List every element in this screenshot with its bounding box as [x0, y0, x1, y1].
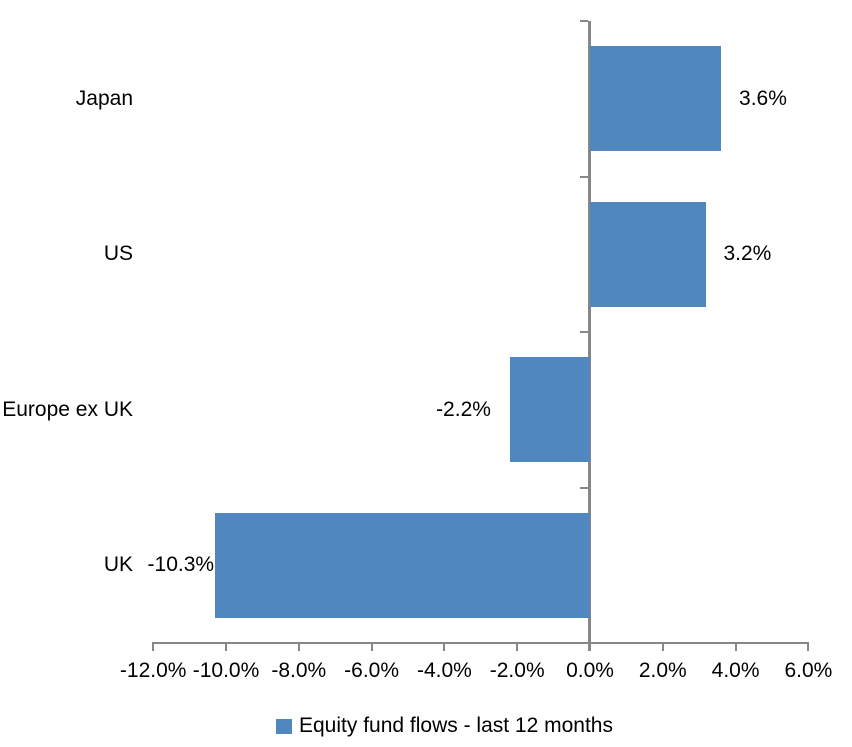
value-label-japan: 3.6% — [739, 86, 787, 110]
category-label-us: US — [103, 242, 133, 266]
x-axis-tick — [225, 643, 227, 651]
x-axis-tick-label: -10.0% — [192, 658, 260, 682]
value-label-us: 3.2% — [723, 242, 772, 266]
category-label-japan: Japan — [75, 86, 133, 110]
x-axis-tick — [734, 643, 737, 651]
x-axis-tick-label: -4.0% — [416, 658, 472, 682]
bar-europe-ex-uk — [509, 357, 590, 463]
value-label-uk: -10.3% — [147, 553, 215, 577]
x-axis-tick-label: -12.0% — [119, 658, 187, 682]
x-axis-tick-label: 4.0% — [711, 658, 760, 682]
x-axis-tick — [589, 643, 591, 651]
bar-uk — [215, 512, 590, 618]
x-axis-tick-label: -6.0% — [344, 658, 400, 682]
x-axis-tick — [443, 643, 446, 651]
legend-swatch-icon — [276, 718, 292, 734]
x-axis-tick-label: 2.0% — [638, 658, 687, 682]
value-axis-line — [152, 642, 810, 644]
category-label-uk: UK — [103, 553, 133, 577]
x-axis-tick-label: -8.0% — [271, 658, 327, 682]
category-label-europe-ex-uk: Europe ex UK — [2, 397, 133, 421]
x-axis-tick-label: 6.0% — [784, 658, 833, 682]
category-axis-tick — [580, 642, 588, 644]
bar-japan — [590, 46, 722, 152]
x-axis-tick — [661, 643, 664, 651]
x-axis-tick-label: 0.0% — [566, 658, 614, 682]
legend-label: Equity fund flows - last 12 months — [299, 713, 613, 737]
bar-us — [590, 201, 707, 307]
legend: Equity fund flows - last 12 months — [276, 713, 613, 739]
x-axis-tick — [152, 643, 155, 651]
x-axis-tick-label: -2.0% — [489, 658, 545, 682]
category-axis-line — [588, 21, 591, 651]
x-axis-tick — [370, 643, 373, 651]
x-axis-tick — [516, 643, 519, 651]
x-axis-tick — [297, 643, 300, 651]
value-label-europe-ex-uk: -2.2% — [436, 397, 491, 421]
category-axis-tick — [580, 20, 588, 22]
x-axis-tick — [807, 643, 810, 651]
category-axis-tick — [580, 486, 588, 489]
category-axis-tick — [580, 175, 588, 178]
category-axis-tick — [580, 331, 588, 333]
